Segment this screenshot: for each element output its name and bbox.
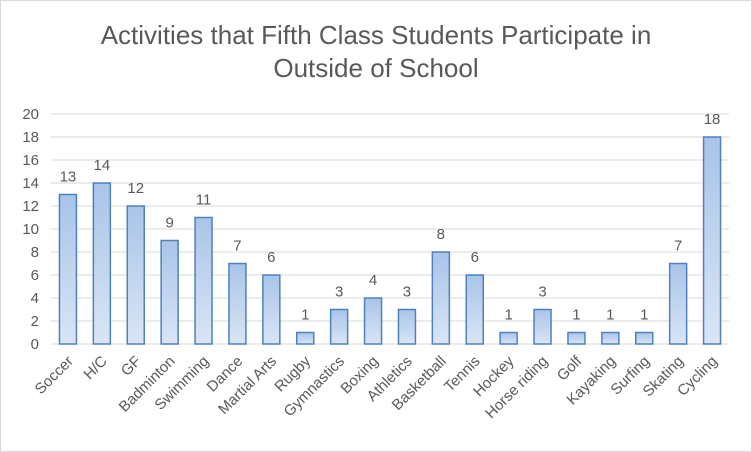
bar-basketball — [431, 251, 451, 345]
data-label: 9 — [165, 215, 173, 232]
bar-gymnastics — [329, 308, 349, 345]
y-tick-label: 2 — [31, 313, 39, 330]
y-tick-label: 12 — [22, 198, 39, 215]
bar-gf — [126, 205, 145, 345]
data-label: 13 — [60, 169, 77, 186]
bar-skating — [668, 262, 688, 345]
y-axis-tick-labels: 0 2 4 6 8 10 12 14 16 18 20 — [22, 106, 39, 353]
y-tick-label: 14 — [22, 175, 39, 192]
gridlines — [51, 113, 729, 345]
y-tick-label: 6 — [31, 267, 39, 284]
data-label: 1 — [606, 307, 614, 324]
y-tick-label: 16 — [22, 152, 39, 169]
x-category-label: H/C — [80, 353, 110, 383]
data-label: 12 — [127, 180, 144, 197]
y-tick-label: 18 — [22, 129, 39, 146]
x-category-label: GF — [118, 353, 145, 380]
data-label: 1 — [504, 307, 512, 324]
data-label: 11 — [196, 192, 212, 209]
bar-swimming — [194, 216, 213, 345]
data-label: 1 — [640, 307, 648, 324]
chart-title: Activities that Fifth Class Students Par… — [100, 20, 652, 83]
bar-athletics — [397, 308, 417, 345]
data-label: 3 — [403, 284, 411, 301]
y-tick-label: 0 — [31, 336, 39, 353]
data-label: 14 — [94, 157, 111, 174]
bar-tennis — [465, 274, 484, 345]
y-tick-label: 20 — [22, 106, 39, 123]
bar-cycling — [702, 136, 722, 345]
bar-dance — [228, 262, 247, 345]
bar-h-c — [92, 182, 112, 345]
bar-soccer — [58, 193, 78, 345]
data-label: 4 — [369, 272, 377, 289]
y-tick-label: 8 — [31, 244, 39, 261]
x-category-label: Soccer — [32, 353, 77, 398]
bars — [58, 136, 722, 345]
data-label: 7 — [674, 238, 682, 255]
data-label: 18 — [704, 111, 721, 128]
y-tick-label: 10 — [22, 221, 39, 238]
data-label: 1 — [572, 307, 580, 324]
data-label: 3 — [335, 284, 343, 301]
bar-surfing — [635, 331, 654, 345]
bar-badminton — [160, 239, 179, 345]
bar-rugby — [296, 331, 315, 345]
data-label: 1 — [301, 307, 309, 324]
y-tick-label: 4 — [31, 290, 39, 307]
data-label: 7 — [233, 238, 241, 255]
data-label: 6 — [267, 249, 275, 266]
data-label: 8 — [437, 226, 445, 243]
x-axis-category-labels: Soccer H/C GFBadmintonSwimmingDanceMartial… — [32, 352, 721, 422]
bar-hockey — [499, 331, 518, 345]
data-label: 6 — [471, 249, 479, 266]
bar-boxing — [363, 297, 383, 345]
data-label: 3 — [538, 284, 546, 301]
bar-kayaking — [601, 331, 620, 345]
bar-golf — [567, 331, 586, 345]
bar-horse-riding — [533, 308, 552, 345]
bar-martial-arts — [262, 274, 281, 345]
